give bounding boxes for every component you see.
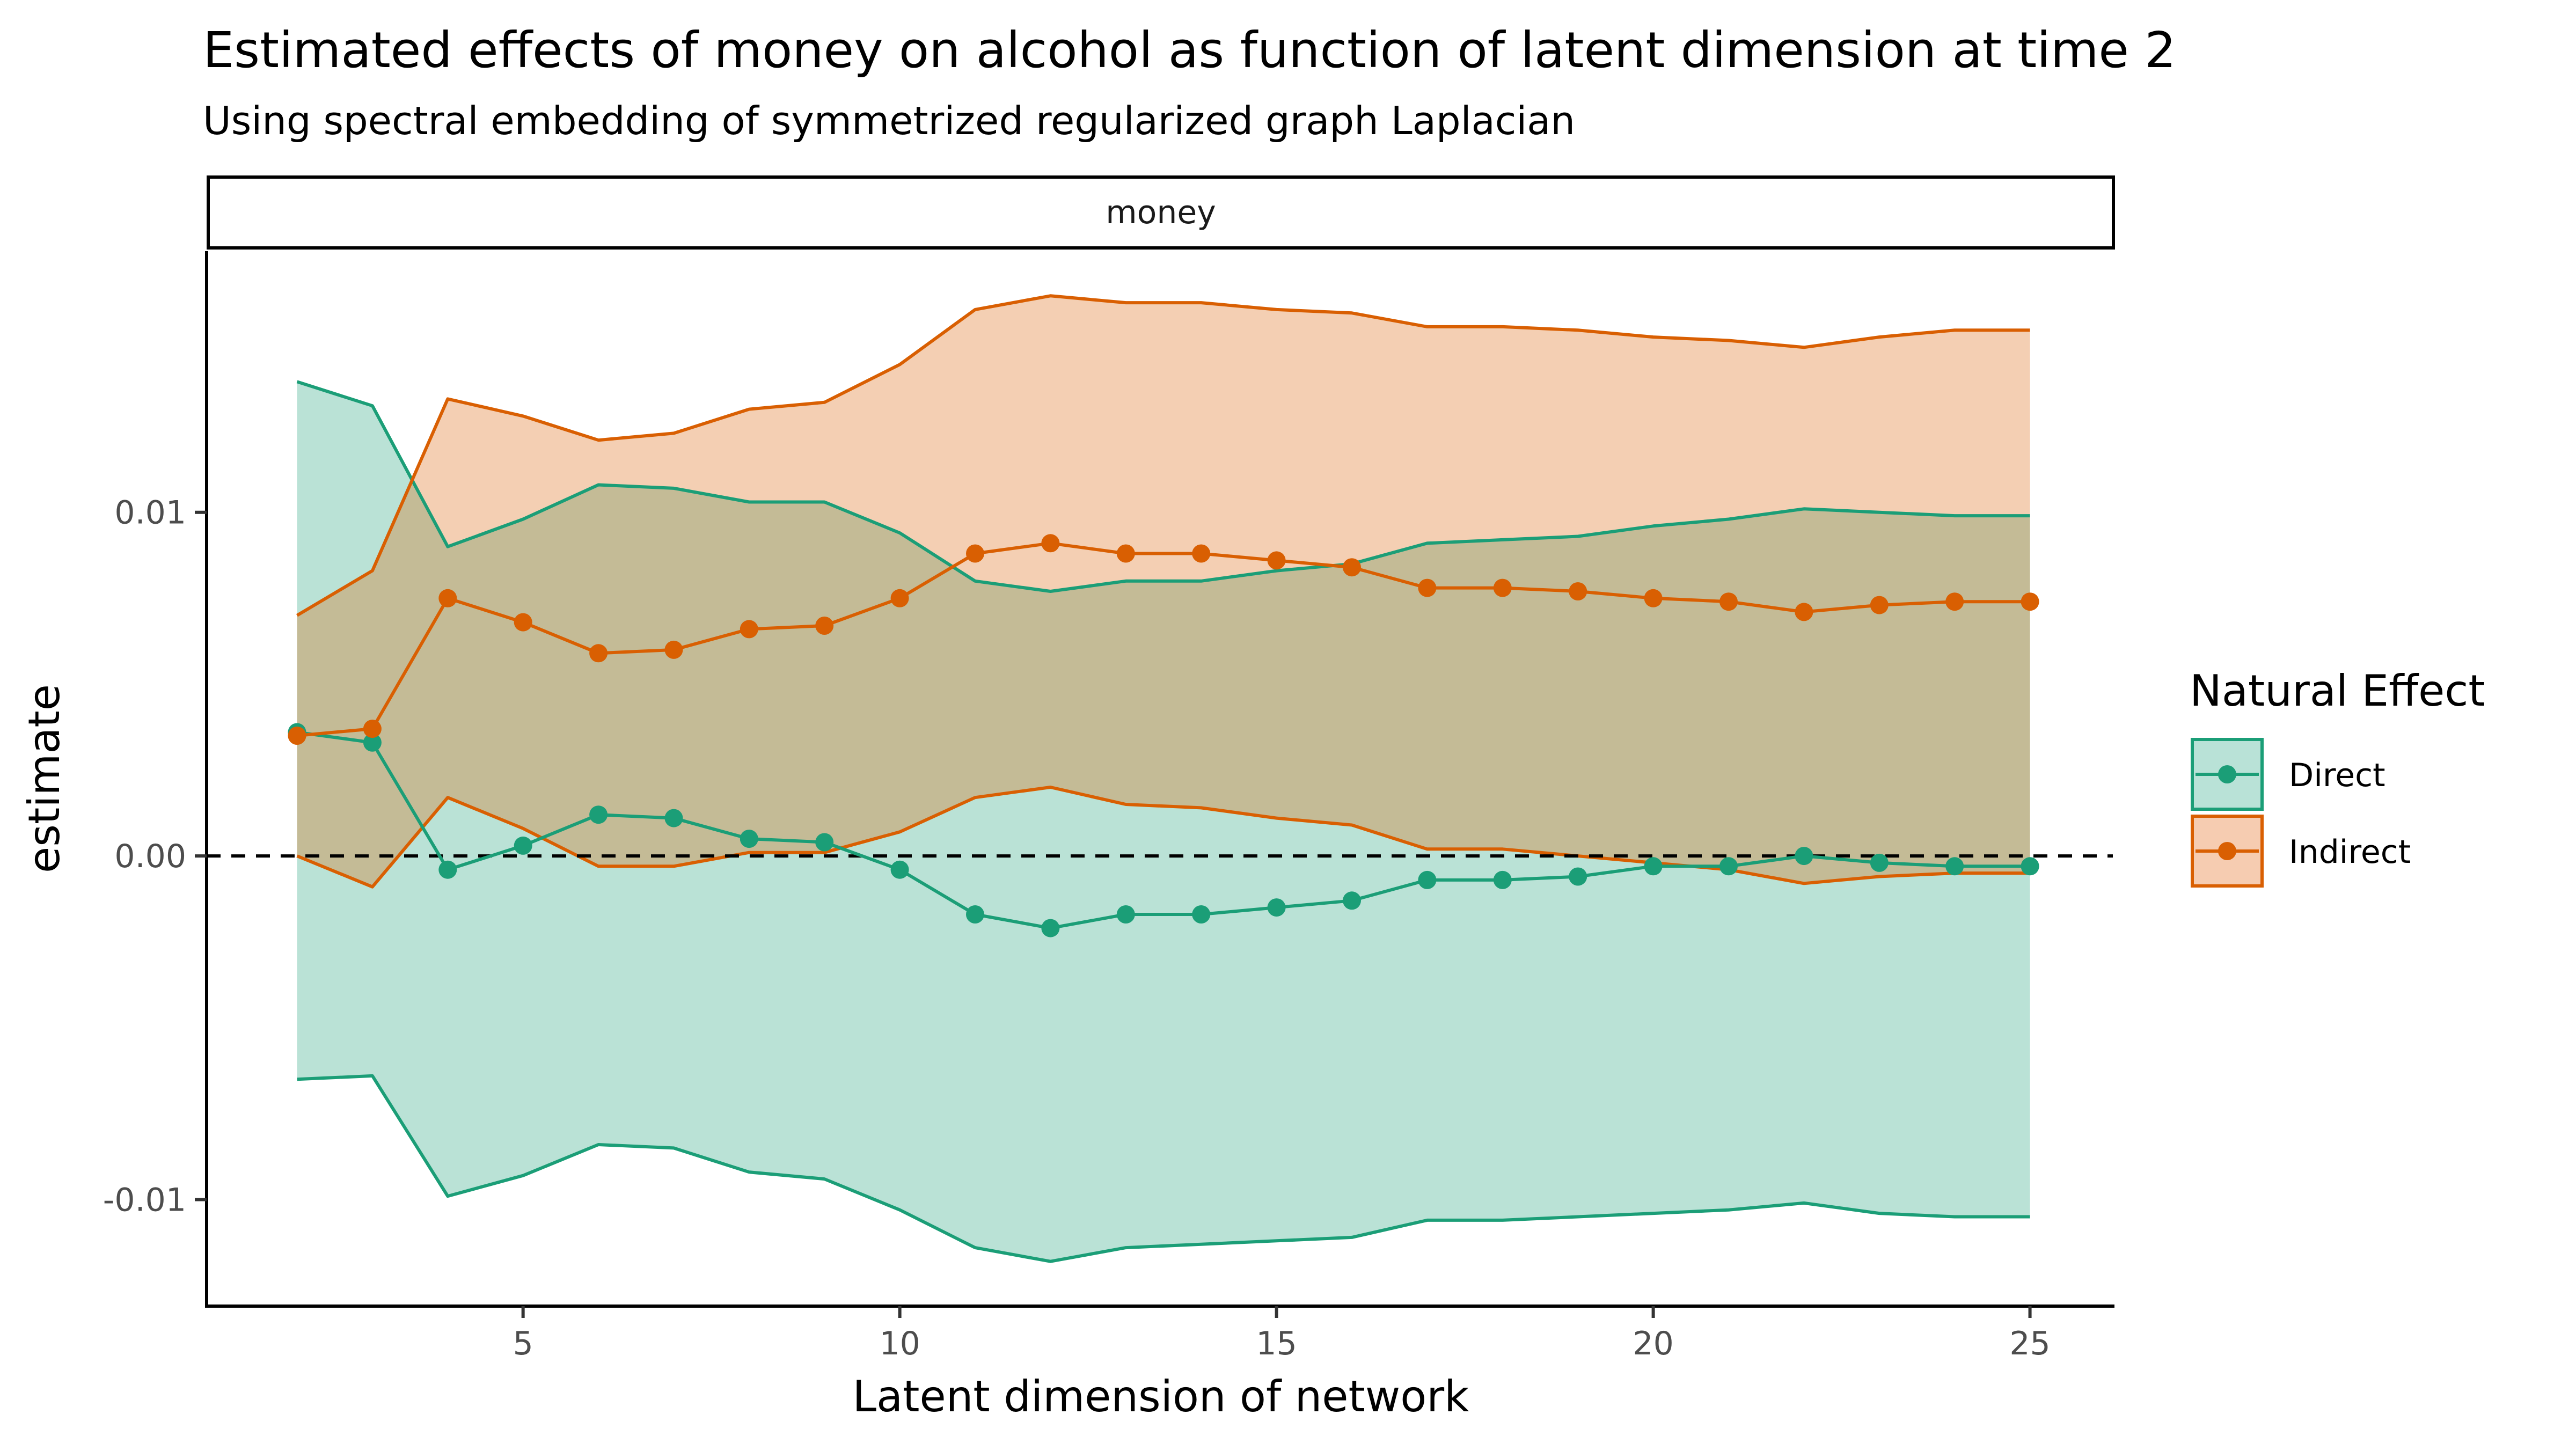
point-direct-25: [2021, 857, 2039, 876]
point-direct-5: [514, 836, 532, 855]
plot-area: [207, 294, 2113, 1263]
point-direct-23: [1870, 853, 1889, 872]
point-indirect-7: [664, 640, 683, 659]
point-indirect-9: [815, 617, 834, 635]
point-direct-17: [1418, 870, 1437, 889]
y-tick-label-1: 0.00: [114, 838, 186, 875]
x-tick-label-20: 20: [1633, 1325, 1673, 1362]
chart-subtitle: Using spectral embedding of symmetrized …: [203, 98, 1575, 143]
point-direct-11: [966, 905, 984, 924]
estimate-line-indirect: [297, 541, 2030, 737]
y-tick-label-0: -0.01: [103, 1181, 186, 1219]
point-direct-7: [664, 809, 683, 827]
point-direct-12: [1041, 919, 1060, 937]
point-indirect-2: [288, 727, 306, 745]
point-direct-18: [1493, 870, 1512, 889]
legend-label-direct: Direct: [2289, 757, 2385, 794]
point-indirect-15: [1267, 551, 1286, 570]
x-axis-title: Latent dimension of network: [853, 1372, 1470, 1421]
point-direct-15: [1267, 898, 1286, 917]
point-direct-8: [740, 830, 758, 848]
x-tick-label-15: 15: [1256, 1325, 1297, 1362]
x-axis-ticks: 5 10 15 20 25: [513, 1306, 2051, 1362]
point-direct-9: [815, 833, 834, 852]
facet-strip: [207, 175, 2115, 250]
legend-point-indirect: [2218, 842, 2236, 860]
point-direct-24: [1945, 857, 1964, 876]
point-indirect-19: [1569, 582, 1587, 600]
ribbon-direct: [297, 382, 2030, 1262]
point-indirect-12: [1041, 534, 1060, 553]
x-tick-label-25: 25: [2009, 1325, 2050, 1362]
point-direct-13: [1116, 905, 1135, 924]
ribbon-upper-line-indirect: [296, 294, 2030, 617]
ribbon-upper-line-direct: [296, 380, 2030, 593]
point-indirect-13: [1116, 544, 1135, 563]
point-indirect-14: [1192, 544, 1211, 563]
point-direct-16: [1343, 891, 1361, 910]
point-indirect-3: [363, 720, 382, 738]
point-direct-20: [1644, 857, 1663, 876]
x-tick-label-5: 5: [513, 1325, 533, 1362]
chart-title: Estimated effects of money on alcohol as…: [203, 21, 2176, 79]
point-direct-6: [589, 805, 608, 824]
point-indirect-11: [966, 544, 984, 563]
point-indirect-6: [589, 644, 608, 663]
legend: Natural Effect Direct Indirect: [2190, 666, 2485, 888]
legend-point-direct: [2218, 765, 2236, 783]
point-direct-10: [890, 860, 909, 879]
estimate-line-direct: [297, 730, 2030, 930]
y-tick-label-2: 0.01: [114, 494, 186, 532]
point-indirect-23: [1870, 596, 1889, 614]
point-indirect-22: [1795, 603, 1813, 621]
point-direct-21: [1719, 857, 1738, 876]
point-indirect-10: [890, 589, 909, 607]
point-indirect-16: [1343, 558, 1361, 577]
ribbon-lower-line-indirect: [296, 786, 2030, 889]
point-indirect-5: [514, 613, 532, 632]
facet-strip-label: money: [1106, 194, 1216, 231]
point-indirect-20: [1644, 589, 1663, 607]
point-direct-3: [363, 733, 382, 752]
point-indirect-24: [1945, 592, 1964, 611]
x-tick-label-10: 10: [879, 1325, 920, 1362]
y-axis-ticks: -0.01 0.00 0.01: [103, 494, 207, 1219]
point-indirect-17: [1418, 578, 1437, 597]
point-indirect-18: [1493, 578, 1512, 597]
legend-title: Natural Effect: [2190, 666, 2485, 716]
ribbon-indirect: [297, 296, 2030, 887]
y-axis-title: estimate: [19, 684, 69, 873]
point-direct-14: [1192, 905, 1211, 924]
point-indirect-4: [438, 589, 457, 607]
point-direct-19: [1569, 867, 1587, 886]
point-direct-22: [1795, 847, 1813, 866]
point-indirect-8: [740, 620, 758, 639]
point-direct-4: [438, 860, 457, 879]
point-indirect-21: [1719, 592, 1738, 611]
legend-label-indirect: Indirect: [2289, 833, 2411, 871]
ribbon-lower-line-direct: [297, 1074, 2030, 1263]
point-indirect-25: [2021, 592, 2039, 611]
